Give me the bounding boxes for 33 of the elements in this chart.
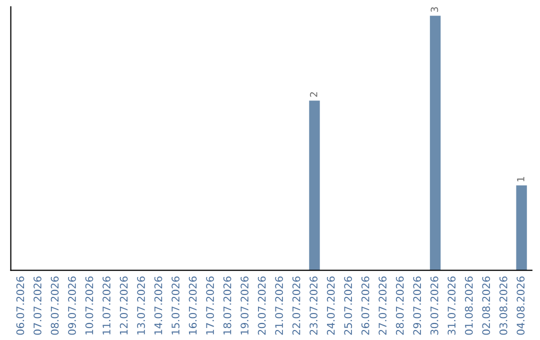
x-tick-label: 19.07.2026 — [240, 276, 248, 334]
x-tick-label: 14.07.2026 — [154, 276, 162, 334]
x-tick-label: 10.07.2026 — [85, 276, 94, 334]
x-tick-label: 22.07.2026 — [292, 276, 300, 335]
x-tick-label: 12.07.2026 — [120, 276, 128, 334]
x-tick-label: 08.07.2026 — [50, 276, 59, 335]
x-tick-label: 21.07.2026 — [275, 276, 283, 335]
x-tick-label: 07.07.2026 — [34, 276, 42, 335]
x-tick-label: 26.07.2026 — [361, 276, 370, 335]
x-tick-label: 31.07.2026 — [448, 276, 456, 335]
x-tick-label: 11.07.2026 — [102, 276, 110, 334]
x-tick-label: 25.07.2026 — [344, 276, 352, 335]
x-tick-label: 06.07.2026 — [16, 276, 24, 335]
data-label: 1 — [517, 177, 524, 182]
x-tick-label: 27.07.2026 — [378, 276, 387, 335]
x-tick-label: 01.08.2026 — [464, 276, 473, 335]
x-tick-label: 29.07.2026 — [413, 276, 422, 335]
x-tick-label: 09.07.2026 — [68, 276, 76, 335]
x-tick-label: 24.07.2026 — [326, 276, 335, 335]
x-tick-label: 30.07.2026 — [430, 276, 438, 335]
data-label: 3 — [430, 7, 438, 12]
x-tick-label: 28.07.2026 — [396, 276, 404, 335]
x-tick-label: 03.08.2026 — [499, 276, 508, 335]
x-tick-label: 20.07.2026 — [258, 276, 266, 335]
x-tick-label: 23.07.2026 — [310, 276, 318, 335]
x-tick-label: 18.07.2026 — [223, 276, 232, 334]
x-tick-label: 17.07.2026 — [206, 276, 214, 334]
x-tick-label: 04.08.2026 — [516, 276, 525, 335]
x-tick-label: 16.07.2026 — [188, 276, 197, 334]
x-tick-label: 15.07.2026 — [172, 276, 180, 334]
x-tick-label: 13.07.2026 — [137, 276, 145, 334]
data-label: 2 — [310, 92, 318, 97]
x-tick-label: 02.08.2026 — [482, 276, 490, 335]
